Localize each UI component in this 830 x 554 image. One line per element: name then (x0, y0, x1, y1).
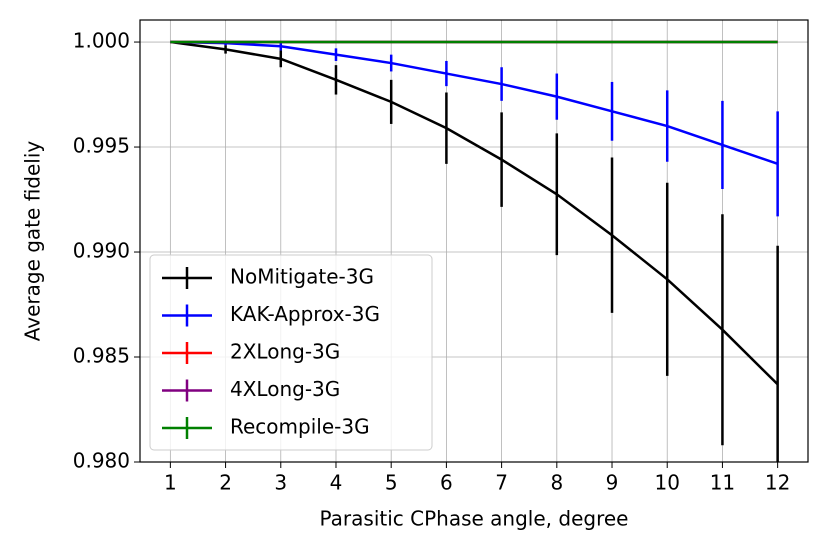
y-axis-label: Average gate fideliy (21, 141, 45, 342)
x-tick-label: 10 (654, 471, 679, 495)
legend-label: Recompile-3G (230, 415, 370, 439)
x-tick-label: 7 (495, 471, 508, 495)
y-tick-label: 0.985 (73, 344, 130, 368)
x-tick-label: 6 (440, 471, 453, 495)
x-tick-label: 2 (219, 471, 232, 495)
x-tick-label: 5 (385, 471, 398, 495)
plot-area (170, 40, 779, 462)
x-tick-label: 1 (164, 471, 177, 495)
y-tick-label: 0.995 (73, 134, 130, 158)
legend-label: 2XLong-3G (230, 340, 340, 364)
legend-label: 4XLong-3G (230, 377, 340, 401)
legend-box (149, 254, 433, 451)
y-tick-label: 1.000 (73, 29, 130, 53)
legend-label: NoMitigate-3G (230, 265, 374, 289)
x-tick-label: 9 (606, 471, 619, 495)
x-axis-label: Parasitic CPhase angle, degree (320, 507, 629, 531)
x-tick-label: 11 (710, 471, 735, 495)
x-tick-label: 8 (550, 471, 563, 495)
x-tick-label: 4 (330, 471, 343, 495)
y-tick-label: 0.980 (73, 449, 130, 473)
x-tick-label: 12 (765, 471, 790, 495)
x-tick-label: 3 (274, 471, 287, 495)
series-line (170, 40, 779, 166)
series-line (170, 40, 779, 386)
y-tick-label: 0.990 (73, 239, 130, 263)
legend-label: KAK-Approx-3G (230, 302, 380, 326)
plot-frame (139, 19, 809, 463)
